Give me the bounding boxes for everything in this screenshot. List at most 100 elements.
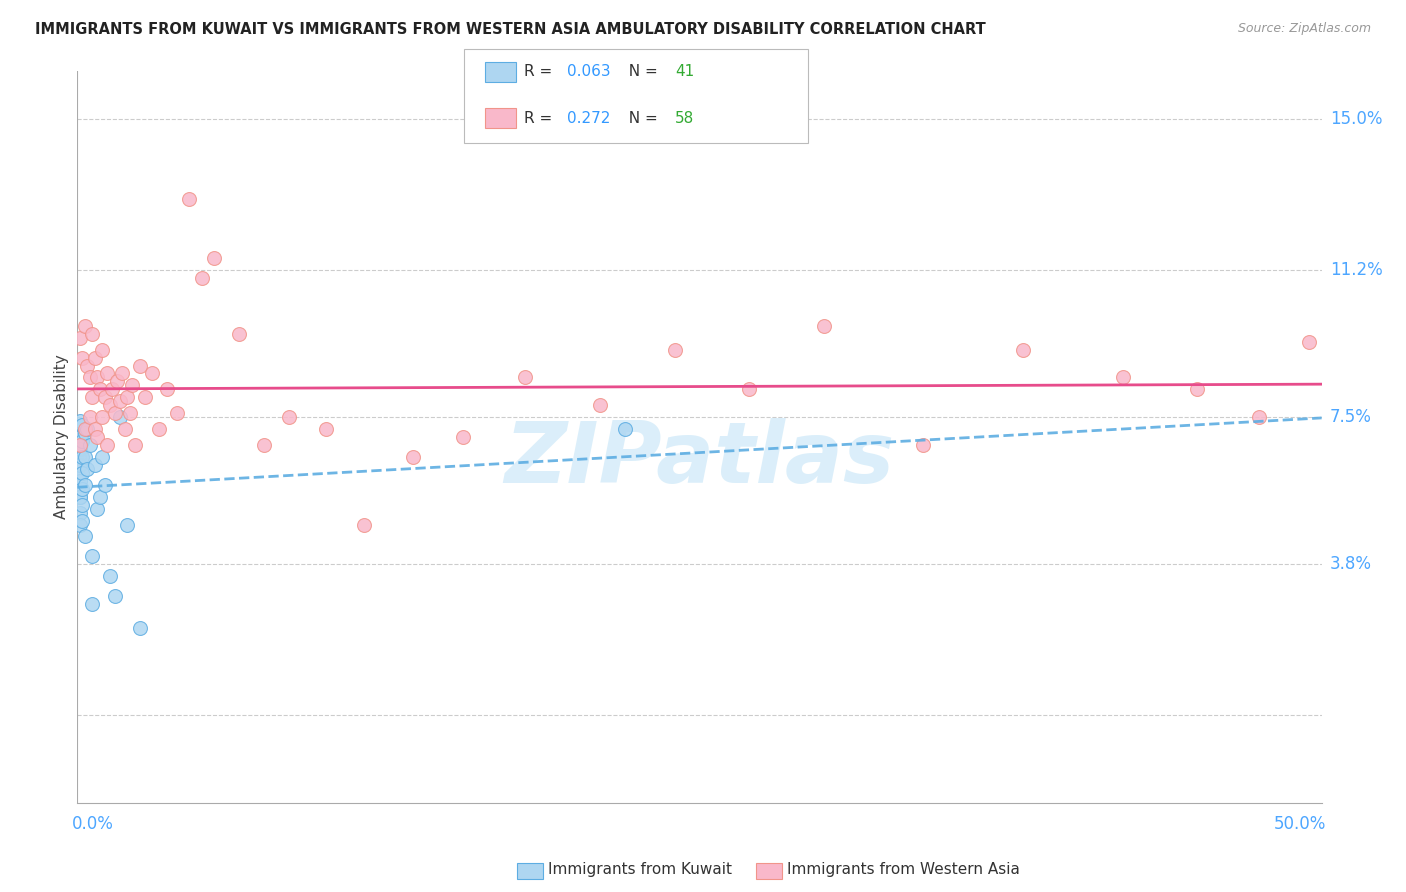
- Text: 0.0%: 0.0%: [72, 814, 114, 833]
- Point: [813, 318, 835, 333]
- Text: IMMIGRANTS FROM KUWAIT VS IMMIGRANTS FROM WESTERN ASIA AMBULATORY DISABILITY COR: IMMIGRANTS FROM KUWAIT VS IMMIGRANTS FRO…: [35, 22, 986, 37]
- Point: [1187, 383, 1209, 397]
- Point: [69, 458, 91, 472]
- Point: [73, 529, 96, 543]
- Point: [277, 410, 299, 425]
- Point: [166, 406, 188, 420]
- Point: [148, 422, 170, 436]
- Point: [515, 370, 537, 384]
- Point: [67, 477, 90, 491]
- Point: [451, 430, 474, 444]
- Point: [86, 501, 108, 516]
- Point: [72, 514, 94, 528]
- Text: ZIPatlas: ZIPatlas: [505, 417, 894, 500]
- Point: [79, 438, 101, 452]
- Point: [72, 450, 94, 464]
- Point: [69, 442, 91, 456]
- Point: [98, 569, 121, 583]
- Text: N =: N =: [619, 64, 662, 78]
- Text: Source: ZipAtlas.com: Source: ZipAtlas.com: [1237, 22, 1371, 36]
- Point: [82, 549, 104, 564]
- Point: [73, 422, 96, 436]
- Point: [89, 490, 111, 504]
- Point: [912, 438, 935, 452]
- Point: [315, 422, 337, 436]
- Text: N =: N =: [619, 112, 662, 126]
- Point: [69, 474, 91, 488]
- Text: Immigrants from Kuwait: Immigrants from Kuwait: [548, 863, 733, 877]
- Point: [91, 343, 114, 357]
- Text: 11.2%: 11.2%: [1330, 261, 1382, 279]
- Text: R =: R =: [524, 64, 558, 78]
- Point: [73, 477, 96, 491]
- Point: [96, 438, 118, 452]
- Text: 50.0%: 50.0%: [1274, 814, 1327, 833]
- Point: [76, 422, 98, 436]
- Point: [89, 383, 111, 397]
- Point: [91, 410, 114, 425]
- Point: [402, 450, 425, 464]
- Point: [67, 470, 90, 484]
- Point: [104, 589, 127, 603]
- Point: [228, 326, 250, 341]
- Point: [73, 318, 96, 333]
- Point: [69, 331, 91, 345]
- Point: [108, 394, 131, 409]
- Point: [82, 597, 104, 611]
- Point: [179, 192, 201, 206]
- Point: [82, 326, 104, 341]
- Point: [134, 390, 156, 404]
- Point: [96, 367, 118, 381]
- Point: [613, 422, 636, 436]
- Y-axis label: Ambulatory Disability: Ambulatory Disability: [53, 355, 69, 519]
- Point: [253, 438, 276, 452]
- Point: [72, 498, 94, 512]
- Point: [108, 410, 131, 425]
- Point: [98, 398, 121, 412]
- Point: [83, 351, 105, 365]
- Point: [82, 390, 104, 404]
- Point: [118, 406, 141, 420]
- Point: [67, 458, 90, 472]
- Point: [69, 490, 91, 504]
- Point: [1012, 343, 1035, 357]
- Point: [101, 383, 124, 397]
- Point: [67, 438, 90, 452]
- Point: [69, 430, 91, 444]
- Point: [69, 517, 91, 532]
- Point: [73, 450, 96, 464]
- Text: 58: 58: [675, 112, 695, 126]
- Point: [72, 466, 94, 480]
- Point: [115, 517, 138, 532]
- Point: [69, 414, 91, 428]
- Point: [1298, 334, 1320, 349]
- Point: [72, 482, 94, 496]
- Point: [79, 410, 101, 425]
- Point: [738, 383, 761, 397]
- Point: [124, 438, 146, 452]
- Text: 0.272: 0.272: [567, 112, 610, 126]
- Point: [83, 458, 105, 472]
- Point: [105, 375, 128, 389]
- Text: 0.063: 0.063: [567, 64, 610, 78]
- Point: [83, 422, 105, 436]
- Point: [141, 367, 163, 381]
- Text: 41: 41: [675, 64, 695, 78]
- Point: [128, 621, 150, 635]
- Text: Immigrants from Western Asia: Immigrants from Western Asia: [787, 863, 1021, 877]
- Text: 3.8%: 3.8%: [1330, 556, 1372, 574]
- Point: [69, 438, 91, 452]
- Text: R =: R =: [524, 112, 558, 126]
- Point: [1111, 370, 1133, 384]
- Point: [76, 462, 98, 476]
- Point: [104, 406, 127, 420]
- Point: [86, 370, 108, 384]
- Text: 15.0%: 15.0%: [1330, 110, 1382, 128]
- Point: [128, 359, 150, 373]
- Point: [589, 398, 612, 412]
- Point: [202, 251, 225, 265]
- Point: [156, 383, 179, 397]
- Point: [69, 490, 91, 504]
- Point: [353, 517, 375, 532]
- Point: [121, 378, 143, 392]
